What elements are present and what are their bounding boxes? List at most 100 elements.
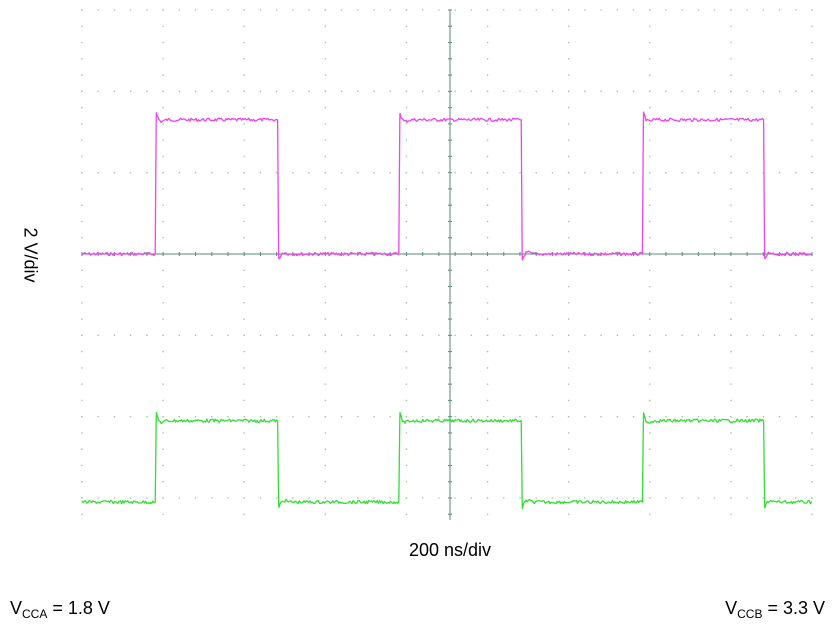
grid-dot: [405, 269, 408, 272]
grid-dot: [356, 171, 359, 174]
grid-dot: [470, 9, 473, 11]
grid-dot: [762, 497, 765, 499]
grid-dot: [567, 58, 570, 60]
grid-dot: [648, 188, 651, 190]
grid-dot: [243, 171, 246, 174]
grid-dot: [730, 415, 732, 418]
grid-dot: [454, 171, 456, 174]
grid-dot: [81, 220, 83, 223]
grid-dot: [535, 334, 538, 337]
grid-dot: [567, 350, 570, 353]
grid-dot: [178, 90, 181, 93]
grid-dot: [567, 41, 570, 44]
grid-dot: [648, 25, 651, 28]
grid-dot: [356, 415, 359, 418]
grid-dot: [616, 334, 619, 337]
grid-dot: [778, 497, 781, 499]
grid-dot: [308, 9, 310, 11]
grid-dot: [551, 497, 554, 499]
grid-dot: [811, 41, 813, 44]
grid-dot: [470, 497, 473, 499]
grid-dot: [778, 90, 781, 93]
grid-dot: [243, 106, 246, 109]
grid-dot: [486, 497, 489, 499]
grid-dot: [81, 318, 83, 320]
grid-dot: [81, 285, 83, 288]
grid-dot: [648, 367, 651, 369]
grid-dot: [81, 171, 83, 174]
grid-dot: [162, 497, 164, 499]
grid-dot: [210, 497, 213, 499]
oscilloscope-plot: [81, 9, 813, 520]
grid-dot: [713, 334, 716, 337]
grid-dot: [405, 236, 408, 239]
grid-dot: [665, 334, 667, 337]
grid-dot: [210, 415, 213, 418]
grid-dot: [243, 188, 246, 190]
grid-dot: [178, 171, 181, 174]
grid-dot: [794, 334, 797, 337]
grid-dot: [794, 171, 797, 174]
grid-dot: [811, 367, 813, 369]
grid-dot: [486, 334, 489, 337]
grid-dot: [129, 415, 132, 418]
grid-dot: [486, 9, 489, 11]
grid-dot: [162, 9, 164, 11]
grid-dot: [356, 9, 359, 11]
grid-dot: [486, 285, 489, 288]
grid-dot: [81, 432, 83, 434]
grid-dot: [632, 497, 635, 499]
grid-dot: [243, 139, 246, 141]
grid-dot: [308, 415, 310, 418]
grid-dot: [454, 334, 456, 337]
grid-dot: [81, 9, 83, 11]
grid-dot: [405, 204, 408, 206]
grid-dot: [405, 220, 408, 223]
grid-dot: [551, 90, 554, 93]
grid-dot: [600, 415, 602, 418]
grid-dot: [681, 90, 684, 93]
grid-dot: [243, 269, 246, 272]
grid-dot: [616, 9, 619, 11]
grid-dot: [648, 285, 651, 288]
grid-dot: [113, 9, 116, 11]
grid-dot: [340, 171, 343, 174]
grid-dot: [567, 123, 570, 125]
grid-dot: [567, 383, 570, 385]
grid-dot: [730, 9, 732, 11]
grid-dot: [535, 9, 538, 11]
grid-dot: [648, 464, 651, 467]
grid-dot: [648, 204, 651, 206]
grid-dot: [243, 318, 246, 320]
grid-dot: [405, 74, 408, 76]
grid-dot: [243, 155, 246, 158]
grid-dot: [129, 90, 132, 93]
grid-dot: [486, 480, 489, 483]
grid-dot: [340, 90, 343, 93]
grid-dot: [405, 188, 408, 190]
grid-dot: [486, 188, 489, 190]
grid-dot: [486, 383, 489, 385]
grid-dot: [243, 350, 246, 353]
grid-dot: [519, 497, 521, 499]
grid-dot: [259, 171, 262, 174]
grid-dot: [194, 415, 197, 418]
grid-dot: [730, 480, 732, 483]
grid-dot: [794, 415, 797, 418]
grid-dot: [584, 9, 586, 11]
grid-dot: [146, 90, 148, 93]
grid-dot: [227, 415, 229, 418]
grid-dot: [308, 334, 310, 337]
grid-dot: [486, 350, 489, 353]
grid-dot: [567, 367, 570, 369]
grid-dot: [97, 90, 100, 93]
grid-dot: [567, 106, 570, 109]
grid-dot: [762, 334, 765, 337]
grid-dot: [81, 415, 83, 418]
y-axis-label: 2 V/div: [20, 227, 41, 283]
grid-dot: [146, 415, 148, 418]
grid-dot: [81, 139, 83, 141]
grid-dot: [778, 171, 781, 174]
grid-dot: [324, 432, 327, 434]
grid-dot: [811, 464, 813, 467]
